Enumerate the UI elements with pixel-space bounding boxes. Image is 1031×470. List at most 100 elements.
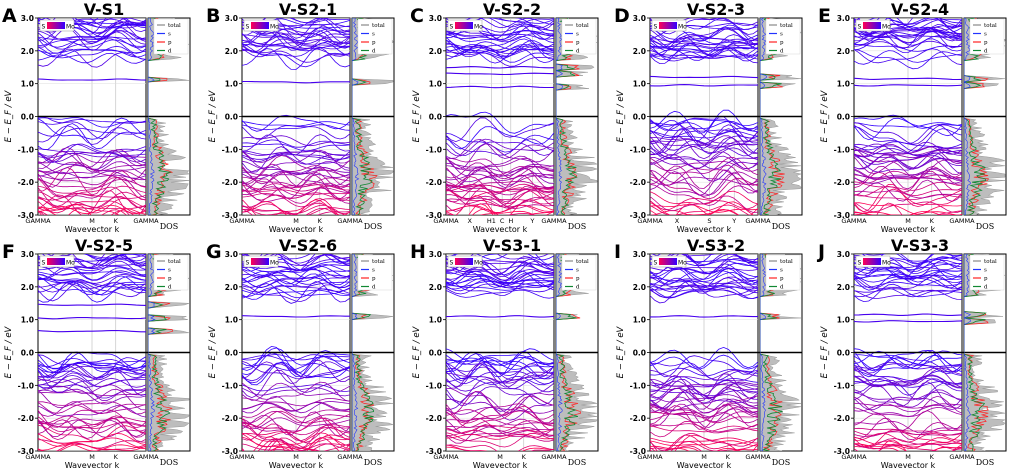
x-axis-label: Wavevector k	[65, 461, 120, 470]
valence-band	[854, 389, 962, 408]
valence-band	[650, 169, 758, 196]
valence-band	[446, 138, 554, 156]
valence-band	[446, 165, 554, 177]
dos-label: DOS	[160, 222, 178, 231]
valence-band	[663, 447, 743, 451]
colorbar-label-s: S	[450, 260, 454, 267]
legend-label-total: total	[168, 259, 181, 265]
valence-band	[854, 367, 962, 388]
valence-band	[650, 122, 758, 135]
gap-state-band	[854, 313, 962, 316]
valence-band	[242, 431, 350, 444]
ytick-label: 2.0	[633, 283, 646, 292]
conduction-band	[38, 38, 146, 54]
conduction-band	[650, 51, 758, 61]
legend-label-s: s	[576, 268, 579, 274]
legend-label-p: p	[780, 276, 784, 282]
conduction-band	[38, 18, 146, 25]
panel-E: E V-S2-4 S Mo 3.0 2.0 1.0 0.0 -1.0 -2.0 -3.0 E − E_…	[818, 0, 1007, 234]
conduction-band	[650, 46, 758, 64]
ytick-label: -1.0	[426, 145, 442, 154]
xtick-label: M	[89, 453, 95, 461]
conduction-band	[650, 33, 758, 46]
conduction-band	[650, 284, 758, 299]
valence-band	[38, 437, 146, 448]
valence-band	[650, 156, 758, 176]
valence-band	[650, 398, 758, 414]
conduction-band	[242, 264, 350, 273]
xtick-label: K	[726, 453, 731, 461]
panel-title: V-S2-4	[891, 0, 949, 19]
valence-band	[854, 350, 962, 372]
valence-band	[650, 367, 758, 377]
legend-label-s: s	[780, 268, 783, 274]
valence-band	[650, 437, 758, 444]
colorbar-gradient	[659, 22, 677, 29]
dos-s	[352, 18, 360, 215]
dos-legend: total spd	[969, 18, 1005, 55]
valence-band	[446, 429, 554, 438]
ytick-label: 2.0	[633, 47, 646, 56]
valence-band	[446, 444, 554, 451]
valence-band	[854, 122, 962, 145]
panel-letter: C	[410, 5, 424, 27]
valence-band	[650, 204, 751, 215]
panel-letter: D	[614, 5, 630, 27]
colorbar-label-mo: Mo	[474, 260, 483, 267]
valence-band	[854, 440, 962, 448]
conduction-band	[242, 27, 350, 47]
colorbar-label-s: S	[450, 24, 454, 31]
conduction-band	[242, 281, 350, 304]
y-axis-label: E − E_F / eV	[4, 89, 14, 142]
ytick-label: -2.0	[834, 414, 850, 423]
conduction-band	[854, 276, 962, 290]
colorbar-gradient	[455, 258, 473, 265]
legend-label-d: d	[780, 285, 784, 291]
valence-band	[650, 369, 758, 380]
xtick-label: K	[318, 453, 323, 461]
valence-band	[38, 419, 146, 438]
conduction-band	[446, 44, 554, 58]
conduction-band	[242, 284, 350, 300]
colorbar-gradient	[251, 22, 269, 29]
valence-band	[854, 143, 962, 157]
y-axis-label: E − E_F / eV	[4, 325, 14, 378]
colorbar-legend: S Mo	[447, 255, 483, 268]
conduction-band	[854, 50, 962, 65]
valence-band	[242, 151, 350, 157]
valence-band	[38, 369, 146, 396]
ytick-label: 1.0	[225, 316, 238, 325]
conduction-band	[38, 265, 146, 281]
conduction-band	[854, 23, 962, 36]
valence-band	[650, 209, 740, 215]
valence-band	[854, 126, 962, 152]
conduction-band	[854, 281, 962, 288]
valence-band	[650, 176, 758, 200]
valence-band	[854, 173, 962, 179]
ytick-label: -1.0	[834, 145, 850, 154]
valence-band	[650, 420, 758, 438]
conduction-band	[650, 42, 758, 49]
valence-band	[650, 136, 758, 160]
dos-label: DOS	[568, 222, 586, 231]
conduction-band	[38, 21, 146, 42]
valence-band	[854, 212, 962, 215]
legend-label-total: total	[780, 259, 793, 265]
band-lines	[854, 18, 962, 215]
conduction-band	[854, 38, 962, 54]
valence-band	[446, 157, 554, 172]
valence-band	[446, 388, 554, 414]
ytick-label: -1.0	[834, 381, 850, 390]
ytick-label: -3.0	[630, 211, 646, 220]
xtick-label: M	[497, 453, 503, 461]
conduction-band	[854, 40, 962, 49]
valence-band	[242, 369, 350, 399]
ytick-label: 3.0	[21, 14, 34, 23]
ytick-label: -1.0	[630, 381, 646, 390]
dos-legend: total spd	[561, 18, 597, 55]
panel-C: C V-S2-2 S Mo 3.0 2.0 1.0 0.0 -1.0 -2.0 -3.0 E − E_…	[410, 0, 599, 234]
valence-band	[38, 193, 146, 201]
valence-band	[242, 194, 350, 208]
ytick-label: 2.0	[429, 47, 442, 56]
valence-band	[242, 401, 350, 412]
